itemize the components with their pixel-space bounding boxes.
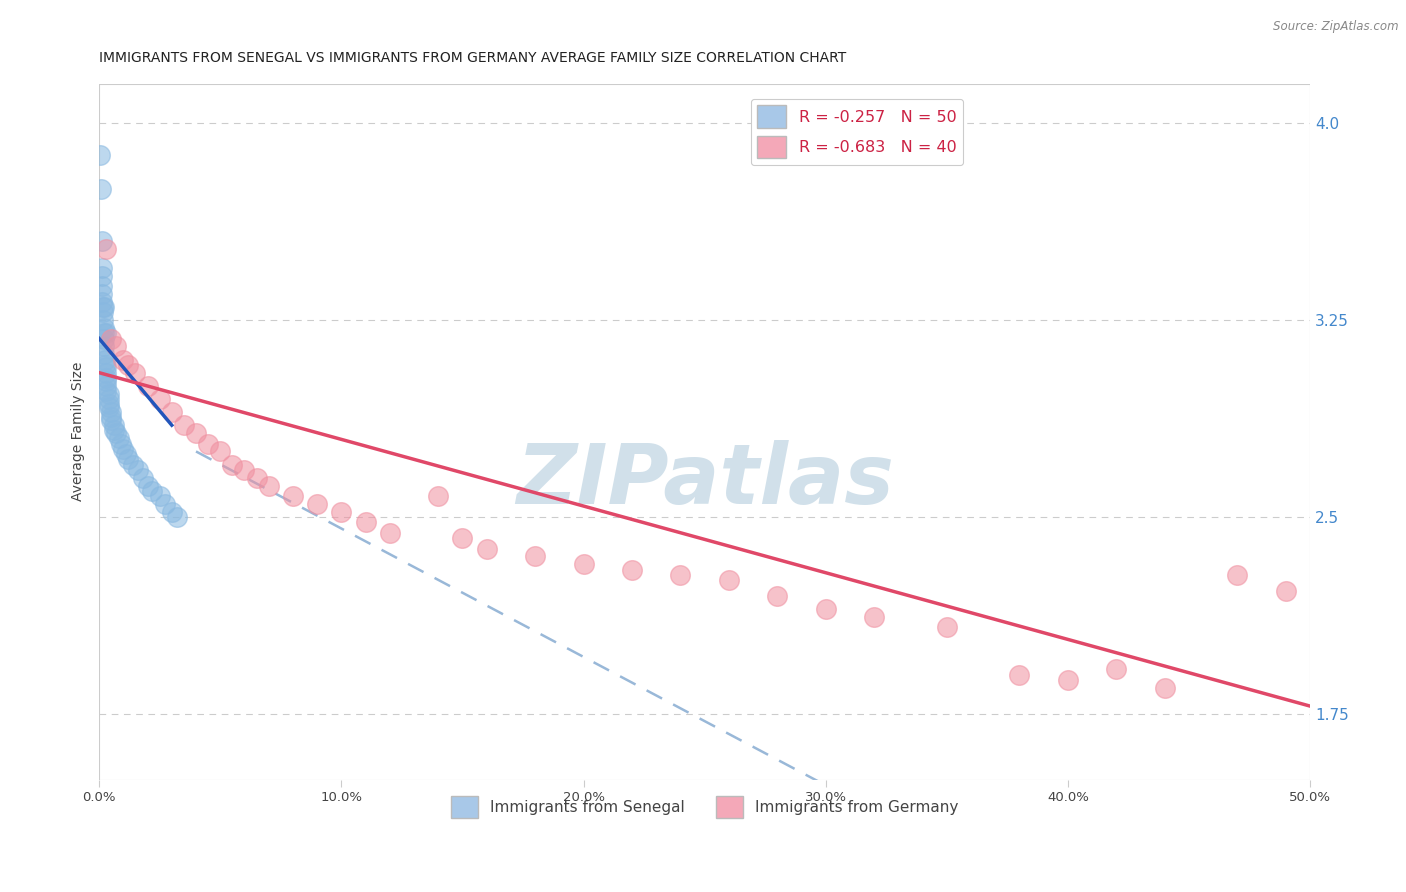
- Point: [307, 497, 329, 511]
- Point: [96, 374, 118, 388]
- Point: [427, 489, 450, 503]
- Point: [96, 326, 118, 341]
- Point: [90, 235, 112, 249]
- Point: [221, 458, 243, 472]
- Point: [100, 332, 122, 346]
- Point: [166, 510, 188, 524]
- Point: [117, 358, 139, 372]
- Point: [717, 573, 740, 587]
- Point: [153, 497, 176, 511]
- Point: [330, 505, 353, 519]
- Point: [90, 287, 112, 301]
- Text: IMMIGRANTS FROM SENEGAL VS IMMIGRANTS FROM GERMANY AVERAGE FAMILY SIZE CORRELATI: IMMIGRANTS FROM SENEGAL VS IMMIGRANTS FR…: [100, 51, 846, 65]
- Point: [100, 413, 122, 427]
- Point: [96, 366, 118, 380]
- Point: [91, 305, 114, 319]
- Point: [112, 442, 135, 456]
- Point: [89, 148, 111, 162]
- Point: [136, 379, 159, 393]
- Point: [766, 589, 789, 603]
- Point: [122, 458, 145, 472]
- Point: [184, 426, 207, 441]
- Point: [149, 489, 172, 503]
- Point: [112, 352, 135, 367]
- Point: [91, 300, 114, 314]
- Point: [141, 483, 163, 498]
- Point: [103, 418, 125, 433]
- Point: [96, 371, 118, 385]
- Point: [1105, 662, 1128, 676]
- Point: [90, 294, 112, 309]
- Point: [451, 531, 474, 545]
- Point: [97, 392, 120, 406]
- Point: [132, 471, 155, 485]
- Point: [281, 489, 304, 503]
- Point: [93, 326, 115, 341]
- Point: [935, 620, 957, 634]
- Legend: Immigrants from Senegal, Immigrants from Germany: Immigrants from Senegal, Immigrants from…: [444, 790, 965, 824]
- Point: [1057, 673, 1080, 687]
- Point: [814, 602, 837, 616]
- Point: [91, 313, 114, 327]
- Point: [110, 436, 132, 450]
- Point: [124, 366, 146, 380]
- Text: Source: ZipAtlas.com: Source: ZipAtlas.com: [1274, 20, 1399, 33]
- Point: [136, 478, 159, 492]
- Point: [233, 463, 256, 477]
- Point: [100, 405, 122, 419]
- Point: [127, 463, 149, 477]
- Point: [96, 242, 118, 256]
- Point: [107, 431, 129, 445]
- Point: [863, 610, 886, 624]
- Point: [94, 358, 117, 372]
- Point: [96, 379, 118, 393]
- Point: [105, 426, 128, 441]
- Point: [103, 424, 125, 438]
- Point: [90, 268, 112, 283]
- Point: [93, 300, 115, 314]
- Point: [93, 321, 115, 335]
- Point: [173, 418, 195, 433]
- Point: [94, 352, 117, 367]
- Point: [475, 541, 498, 556]
- Point: [90, 260, 112, 275]
- Point: [96, 360, 118, 375]
- Point: [90, 279, 112, 293]
- Point: [160, 505, 183, 519]
- Point: [96, 384, 118, 398]
- Point: [378, 525, 401, 540]
- Point: [160, 405, 183, 419]
- Point: [209, 444, 232, 458]
- Point: [620, 563, 643, 577]
- Point: [97, 400, 120, 414]
- Point: [149, 392, 172, 406]
- Point: [1226, 567, 1249, 582]
- Point: [669, 567, 692, 582]
- Point: [1275, 583, 1298, 598]
- Point: [524, 549, 547, 564]
- Point: [93, 347, 115, 361]
- Point: [257, 478, 280, 492]
- Y-axis label: Average Family Size: Average Family Size: [72, 362, 86, 501]
- Point: [1153, 681, 1175, 695]
- Point: [354, 516, 377, 530]
- Point: [97, 397, 120, 411]
- Point: [100, 410, 122, 425]
- Point: [197, 436, 219, 450]
- Point: [93, 339, 115, 353]
- Point: [93, 332, 115, 346]
- Point: [117, 452, 139, 467]
- Point: [97, 386, 120, 401]
- Point: [90, 182, 112, 196]
- Text: ZIPatlas: ZIPatlas: [516, 440, 894, 521]
- Point: [245, 471, 267, 485]
- Point: [572, 558, 595, 572]
- Point: [1008, 667, 1031, 681]
- Point: [114, 447, 136, 461]
- Point: [105, 339, 128, 353]
